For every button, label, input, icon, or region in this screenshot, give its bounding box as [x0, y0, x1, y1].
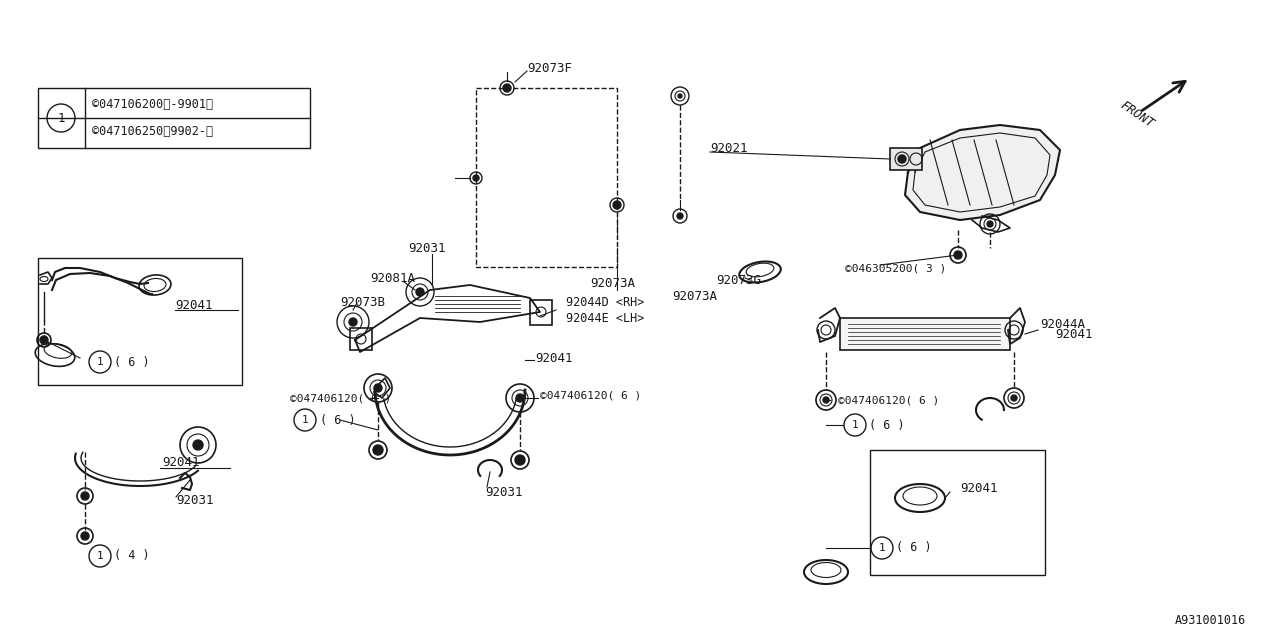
Text: 92041: 92041	[960, 481, 997, 495]
Text: ( 6 ): ( 6 )	[320, 413, 356, 426]
Circle shape	[81, 492, 90, 500]
Text: 92073A: 92073A	[672, 289, 717, 303]
Text: ©047406120( 6 ): ©047406120( 6 )	[838, 395, 940, 405]
Text: ( 6 ): ( 6 )	[896, 541, 932, 554]
Text: ©047406120( 6 ): ©047406120( 6 )	[291, 393, 392, 403]
Polygon shape	[355, 285, 540, 352]
Text: 92031: 92031	[408, 241, 445, 255]
Text: ©047406120( 6 ): ©047406120( 6 )	[540, 390, 641, 400]
Text: 92044D <RH>: 92044D <RH>	[566, 296, 644, 308]
Text: 1: 1	[851, 420, 859, 430]
Text: ( 6 ): ( 6 )	[114, 355, 150, 369]
Text: 92073B: 92073B	[340, 296, 385, 308]
Text: 92041: 92041	[175, 298, 212, 312]
Bar	[349, 328, 372, 350]
Circle shape	[613, 201, 621, 209]
Circle shape	[374, 384, 381, 392]
Circle shape	[503, 84, 511, 92]
Text: 1: 1	[58, 111, 65, 125]
Text: 1: 1	[302, 415, 308, 425]
Text: 92041: 92041	[535, 351, 572, 365]
Text: 92073A: 92073A	[590, 276, 635, 289]
Text: FRONT: FRONT	[1117, 99, 1156, 131]
Text: 1: 1	[96, 357, 104, 367]
Text: 92044A: 92044A	[1039, 317, 1085, 330]
Bar	[476, 88, 617, 267]
Bar	[530, 300, 552, 325]
Circle shape	[474, 175, 479, 181]
Text: A931001016: A931001016	[1175, 614, 1245, 627]
Text: ©047106200（-9901）: ©047106200（-9901）	[92, 98, 214, 111]
Text: 92021: 92021	[710, 141, 748, 154]
Text: 92073F: 92073F	[527, 61, 572, 74]
Bar	[38, 88, 310, 148]
Circle shape	[899, 155, 906, 163]
Bar	[870, 450, 1044, 575]
Text: ©047106250（9902-）: ©047106250（9902-）	[92, 125, 214, 138]
Text: 92073G: 92073G	[716, 273, 762, 287]
Text: ( 4 ): ( 4 )	[114, 550, 150, 563]
Circle shape	[193, 440, 204, 450]
Text: ( 6 ): ( 6 )	[869, 419, 905, 431]
Text: 1: 1	[878, 543, 886, 553]
Circle shape	[1011, 395, 1018, 401]
Circle shape	[372, 445, 383, 455]
Bar	[840, 318, 1010, 350]
Text: 92041: 92041	[1055, 328, 1093, 340]
Text: ©046305200( 3 ): ©046305200( 3 )	[845, 263, 946, 273]
Text: 92044E <LH>: 92044E <LH>	[566, 312, 644, 324]
Text: 92031: 92031	[177, 493, 214, 506]
Circle shape	[81, 532, 90, 540]
Bar	[38, 258, 242, 385]
Polygon shape	[905, 125, 1060, 220]
Circle shape	[677, 213, 684, 219]
Circle shape	[516, 394, 524, 402]
Text: 1: 1	[96, 551, 104, 561]
Bar	[890, 148, 922, 170]
Text: 92041: 92041	[163, 456, 200, 468]
Circle shape	[954, 251, 963, 259]
Circle shape	[678, 94, 682, 98]
Circle shape	[515, 455, 525, 465]
Circle shape	[416, 288, 424, 296]
Circle shape	[40, 336, 49, 344]
Circle shape	[987, 221, 993, 227]
Text: 92031: 92031	[485, 486, 522, 499]
Circle shape	[349, 318, 357, 326]
Circle shape	[823, 397, 829, 403]
Text: 92081A: 92081A	[370, 271, 415, 285]
